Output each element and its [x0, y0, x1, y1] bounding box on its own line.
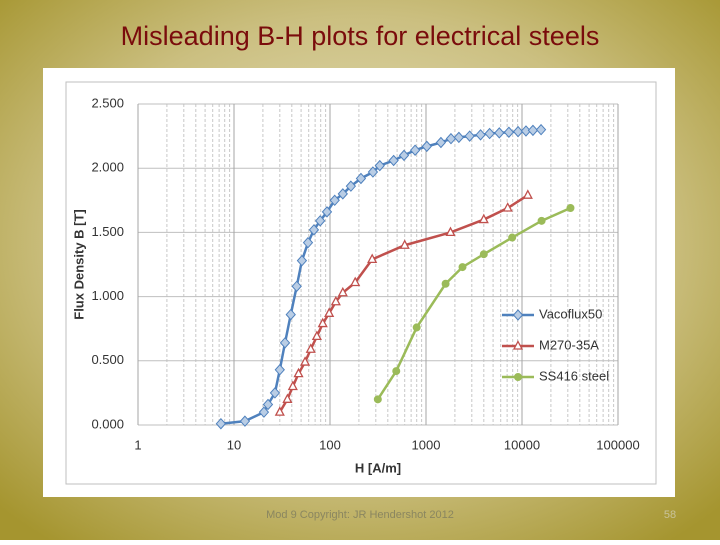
data-point: [409, 144, 421, 156]
data-point: [293, 367, 304, 378]
data-point: [508, 233, 517, 242]
data-point: [392, 367, 401, 376]
x-tick-label: 1: [134, 437, 141, 452]
x-tick-label: 100: [319, 437, 341, 452]
data-point: [345, 180, 357, 192]
y-tick-label: 2.000: [91, 160, 124, 175]
data-point: [475, 129, 486, 141]
data-point: [478, 213, 489, 224]
data-point: [522, 189, 533, 199]
data-point: [441, 279, 450, 288]
data-point: [262, 398, 274, 411]
data-point: [445, 226, 456, 237]
data-point: [464, 130, 475, 142]
x-tick-label: 1000: [412, 437, 441, 452]
x-tick-label: 10000: [504, 437, 540, 452]
data-point: [566, 204, 575, 213]
data-point: [388, 154, 399, 167]
data-point: [503, 126, 515, 138]
data-point: [374, 159, 385, 172]
data-point: [337, 286, 348, 297]
data-point: [421, 140, 432, 153]
plot-border: [65, 81, 657, 485]
data-point: [502, 202, 513, 212]
legend-label: SS416 steel: [539, 368, 609, 383]
data-point: [453, 131, 465, 144]
x-axis-label: H [A/m]: [355, 460, 401, 475]
data-point: [458, 263, 467, 272]
data-point: [296, 254, 308, 267]
data-point: [215, 417, 227, 430]
legend-label: Vacoflux50: [539, 306, 602, 321]
data-point: [324, 307, 335, 317]
data-point: [305, 343, 316, 353]
data-point: [367, 253, 378, 264]
data-point: [317, 317, 328, 328]
data-point: [367, 166, 379, 178]
data-point: [435, 136, 447, 149]
data-point: [291, 280, 302, 293]
y-tick-label: 1.000: [91, 288, 124, 303]
data-point: [302, 236, 314, 249]
data-point: [299, 356, 311, 366]
x-tick-label: 10: [227, 437, 241, 452]
data-point: [314, 215, 326, 227]
legend-marker: [512, 340, 524, 350]
data-point: [350, 276, 361, 287]
legend-marker: [512, 309, 524, 321]
footer: Mod 9 Copyright: JR Hendershot 2012: [266, 509, 454, 521]
slide-title: Misleading B-H plots for electrical stee…: [121, 21, 600, 51]
data-point: [239, 415, 251, 427]
y-tick-label: 0.000: [91, 416, 124, 431]
data-point: [274, 364, 285, 376]
data-point: [373, 395, 382, 404]
data-point: [321, 206, 333, 218]
data-point: [308, 224, 320, 236]
y-axis-label: Flux Density B [T]: [71, 209, 86, 320]
x-tick-label: 100000: [596, 437, 639, 452]
data-point: [285, 308, 296, 321]
data-point: [269, 387, 281, 399]
data-point: [412, 323, 421, 332]
legend-marker: [514, 373, 522, 381]
y-tick-label: 2.500: [91, 95, 124, 110]
data-point: [287, 380, 298, 391]
data-point: [311, 330, 322, 341]
data-point: [274, 406, 285, 416]
data-point: [494, 127, 505, 139]
data-point: [398, 149, 410, 162]
data-point: [329, 194, 340, 207]
data-point: [445, 132, 457, 145]
y-tick-label: 0.500: [91, 352, 124, 367]
data-point: [535, 123, 547, 136]
page-number: 58: [664, 509, 676, 521]
data-point: [337, 188, 348, 200]
data-point: [330, 295, 341, 306]
data-point: [479, 250, 488, 259]
data-point: [484, 127, 495, 140]
data-point: [282, 393, 293, 403]
y-tick-label: 1.500: [91, 224, 124, 239]
data-point: [512, 125, 524, 138]
legend-label: M270-35A: [539, 337, 599, 352]
data-point: [355, 172, 367, 185]
data-point: [537, 216, 546, 225]
data-point: [279, 337, 291, 349]
data-point: [527, 124, 539, 137]
data-point: [399, 239, 410, 249]
data-point: [258, 406, 270, 418]
chart: 0.000 0.500 1.000 1.500 2.000 2.500 1 10 100 1000…: [71, 95, 639, 475]
